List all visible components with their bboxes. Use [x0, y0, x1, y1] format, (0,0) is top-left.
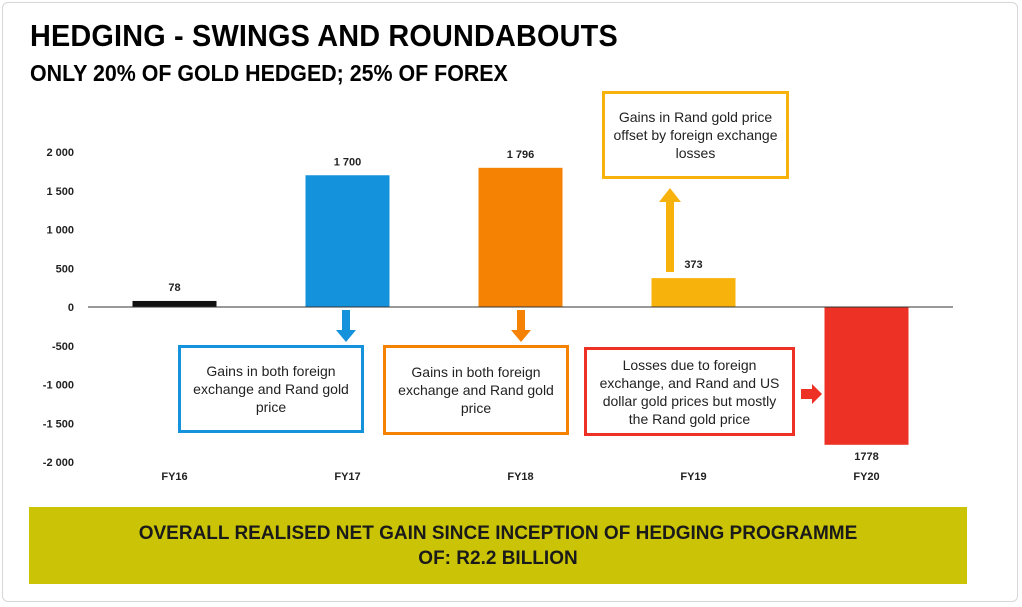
callout-fy19-text: Gains in Rand gold price offset by forei… — [613, 109, 778, 161]
bar-fy17 — [305, 175, 390, 307]
y-tick-label: 1 500 — [46, 186, 74, 198]
x-tick-label-fy17: FY17 — [334, 471, 360, 483]
x-tick-label-fy16: FY16 — [161, 471, 187, 483]
x-tick-label-fy18: FY18 — [507, 471, 533, 483]
y-tick-label: 500 — [56, 263, 74, 275]
data-label-fy19: 373 — [684, 259, 702, 271]
data-label-fy16: 78 — [168, 282, 180, 294]
data-label-fy18: 1 796 — [507, 149, 535, 161]
bar-fy16 — [132, 300, 217, 307]
y-tick-label: -500 — [52, 341, 74, 353]
callout-fy17: Gains in both foreign exchange and Rand … — [178, 345, 364, 433]
slide-title: HEDGING - SWINGS AND ROUNDABOUTS — [30, 18, 618, 53]
bar-fy20 — [824, 307, 909, 445]
y-tick-label: -2 000 — [43, 457, 74, 469]
y-tick-label: 0 — [68, 302, 74, 314]
y-tick-label: -1 000 — [43, 380, 74, 392]
callout-fy18: Gains in both foreign exchange and Rand … — [383, 345, 569, 435]
callout-fy20: Losses due to foreign exchange, and Rand… — [584, 347, 795, 436]
callout-fy19: Gains in Rand gold price offset by forei… — [602, 91, 789, 179]
x-tick-label-fy20: FY20 — [853, 471, 879, 483]
y-tick-label: 2 000 — [46, 147, 74, 159]
callout-fy17-text: Gains in both foreign exchange and Rand … — [193, 363, 349, 415]
footer-line-2: OF: R2.2 BILLION — [418, 547, 578, 569]
callout-arrows — [336, 188, 822, 404]
slide-subtitle: ONLY 20% OF GOLD HEDGED; 25% OF FOREX — [30, 60, 508, 86]
arrow-fy20 — [801, 384, 822, 404]
y-axis-ticks: 2 000 1 500 1 000 500 0 -500 -1 000 -1 500 -2 00… — [43, 147, 74, 469]
arrow-fy17 — [336, 310, 356, 342]
footer-banner: OVERALL REALISED NET GAIN SINCE INCEPTIO… — [29, 507, 967, 584]
callout-fy18-text: Gains in both foreign exchange and Rand … — [398, 364, 554, 416]
y-tick-label: -1 500 — [43, 418, 74, 430]
x-tick-label-fy19: FY19 — [680, 471, 706, 483]
y-tick-label: 1 000 — [46, 225, 74, 237]
bar-fy19 — [651, 278, 736, 307]
arrow-fy19 — [659, 188, 681, 272]
data-label-fy20: 1778 — [854, 451, 878, 463]
footer-line-1: OVERALL REALISED NET GAIN SINCE INCEPTIO… — [138, 522, 858, 544]
arrow-fy18 — [511, 310, 531, 342]
bar-fy18 — [478, 167, 563, 307]
data-label-fy17: 1 700 — [334, 156, 362, 168]
callout-fy20-text: Losses due to foreign exchange, and Rand… — [599, 356, 780, 427]
x-axis-ticks: FY16 FY17 FY18 FY19 FY20 — [161, 471, 879, 483]
bars: 78 1 700 1 796 373 1778 — [132, 149, 909, 463]
